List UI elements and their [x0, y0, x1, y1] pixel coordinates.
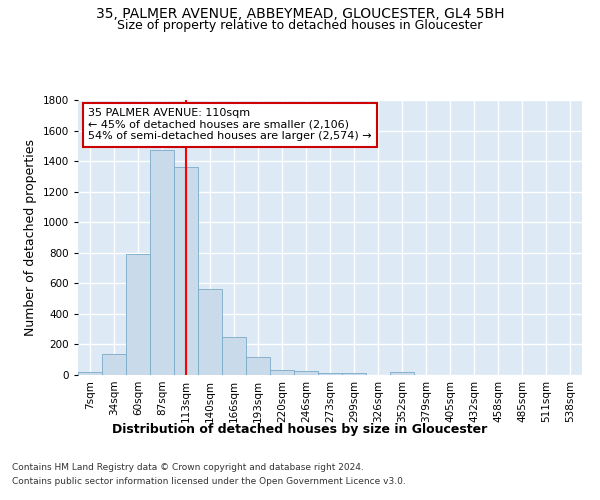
Bar [342, 373, 366, 375]
Text: 35 PALMER AVENUE: 110sqm
← 45% of detached houses are smaller (2,106)
54% of sem: 35 PALMER AVENUE: 110sqm ← 45% of detach… [88, 108, 372, 142]
Bar [222, 338, 246, 375]
Bar [390, 372, 414, 375]
Bar [318, 372, 342, 375]
Bar [126, 254, 150, 375]
Text: Distribution of detached houses by size in Gloucester: Distribution of detached houses by size … [112, 422, 488, 436]
Y-axis label: Number of detached properties: Number of detached properties [24, 139, 37, 336]
Text: Contains HM Land Registry data © Crown copyright and database right 2024.: Contains HM Land Registry data © Crown c… [12, 462, 364, 471]
Bar [198, 288, 222, 375]
Text: Contains public sector information licensed under the Open Government Licence v3: Contains public sector information licen… [12, 478, 406, 486]
Bar [150, 150, 174, 375]
Text: Size of property relative to detached houses in Gloucester: Size of property relative to detached ho… [118, 18, 482, 32]
Bar [78, 372, 102, 375]
Bar [174, 167, 198, 375]
Bar [246, 358, 270, 375]
Bar [102, 354, 126, 375]
Text: 35, PALMER AVENUE, ABBEYMEAD, GLOUCESTER, GL4 5BH: 35, PALMER AVENUE, ABBEYMEAD, GLOUCESTER… [96, 8, 504, 22]
Bar [270, 370, 294, 375]
Bar [294, 370, 318, 375]
